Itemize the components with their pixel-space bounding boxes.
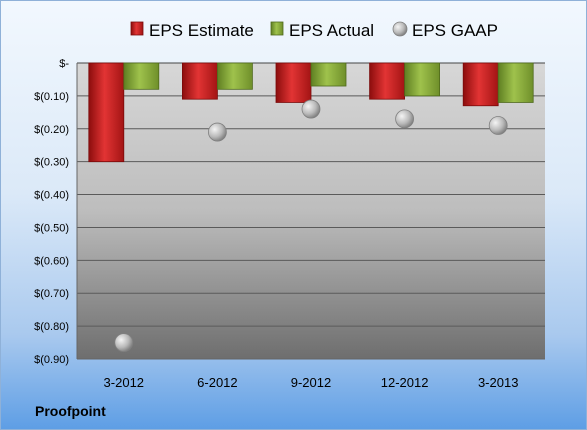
legend: EPS Estimate EPS Actual EPS GAAP bbox=[130, 21, 498, 40]
eps-actual-bar bbox=[216, 62, 253, 90]
y-tick-label: $(0.20) bbox=[34, 124, 69, 136]
eps-actual-bar bbox=[404, 62, 441, 97]
eps-actual-bar bbox=[123, 62, 160, 90]
eps-gaap-marker bbox=[395, 109, 415, 129]
eps-estimate-bar bbox=[462, 62, 499, 107]
legend-swatch-actual bbox=[270, 21, 284, 36]
company-name: Proofpoint bbox=[35, 403, 106, 419]
y-tick-label: $(0.80) bbox=[34, 321, 69, 333]
legend-label: EPS Estimate bbox=[149, 21, 254, 40]
x-tick-label: 3-2012 bbox=[104, 375, 144, 390]
legend-label: EPS GAAP bbox=[412, 21, 498, 40]
y-tick-label: $(0.50) bbox=[34, 222, 69, 234]
eps-estimate-bar bbox=[181, 62, 218, 100]
y-tick-label: $(0.70) bbox=[34, 288, 69, 300]
x-tick-label: 6-2012 bbox=[197, 375, 237, 390]
legend-swatch-gaap bbox=[392, 21, 408, 37]
x-tick-label: 9-2012 bbox=[291, 375, 331, 390]
eps-actual-bar bbox=[497, 62, 534, 103]
legend-swatch-estimate bbox=[130, 21, 144, 36]
x-axis-ticks: 3-2012 6-2012 9-2012 12-2012 3-2013 bbox=[104, 375, 519, 390]
legend-label: EPS Actual bbox=[289, 21, 374, 40]
y-tick-label: $(0.30) bbox=[34, 157, 69, 169]
eps-estimate-bar bbox=[275, 62, 312, 103]
eps-estimate-bar bbox=[88, 62, 125, 163]
y-tick-label: $(0.60) bbox=[34, 255, 69, 267]
gaap-markers bbox=[114, 99, 508, 352]
bars bbox=[88, 62, 534, 163]
x-tick-label: 12-2012 bbox=[381, 375, 429, 390]
x-tick-label: 3-2013 bbox=[478, 375, 518, 390]
y-tick-label: $- bbox=[59, 58, 69, 70]
eps-actual-bar bbox=[310, 62, 347, 87]
eps-gaap-marker bbox=[207, 122, 227, 142]
y-tick-label: $(0.90) bbox=[34, 354, 69, 366]
eps-gaap-marker bbox=[301, 99, 321, 119]
y-axis-ticks: $- $(0.10) $(0.20) $(0.30) $(0.40) $(0.50) $(0… bbox=[34, 58, 69, 366]
eps-gaap-marker bbox=[114, 333, 134, 352]
y-tick-label: $(0.40) bbox=[34, 190, 69, 202]
eps-gaap-marker bbox=[488, 116, 508, 135]
y-tick-label: $(0.10) bbox=[34, 91, 69, 103]
eps-estimate-bar bbox=[369, 62, 406, 100]
